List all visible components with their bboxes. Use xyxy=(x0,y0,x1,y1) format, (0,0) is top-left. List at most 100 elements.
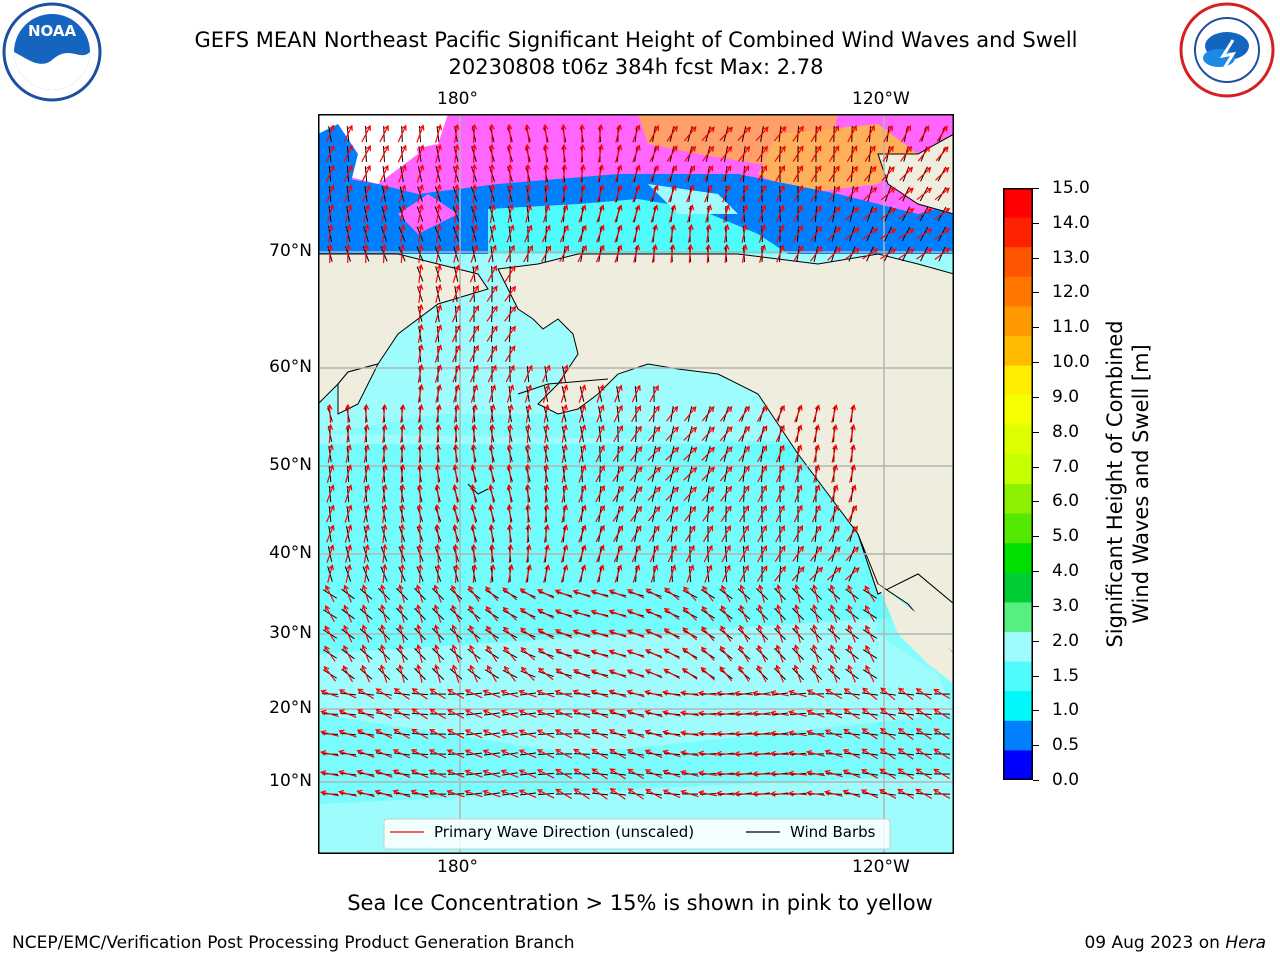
colorbar-ticks: 15.0 14.0 13.0 12.0 11.0 10.0 9.0 8.0 7.0 6.0 5.0 4… xyxy=(1033,178,1100,800)
wave-direction-arrow xyxy=(700,646,715,661)
wave-direction-arrow xyxy=(758,224,767,243)
wave-direction-arrow xyxy=(934,207,951,220)
wave-direction-arrow xyxy=(846,525,858,542)
wave-direction-arrow xyxy=(793,225,803,243)
wave-direction-arrow xyxy=(469,644,479,663)
wave-direction-arrow xyxy=(417,184,425,203)
wave-direction-arrow xyxy=(632,124,641,143)
wave-direction-arrow xyxy=(662,709,681,717)
wave-direction-arrow xyxy=(644,709,663,718)
wave-direction-arrow xyxy=(864,585,876,602)
wave-direction-arrow xyxy=(644,729,663,738)
wave-direction-arrow xyxy=(647,426,661,442)
wave-direction-arrow xyxy=(775,165,786,183)
wave-direction-arrow xyxy=(649,384,659,403)
wave-direction-arrow xyxy=(381,223,388,243)
wave-direction-arrow xyxy=(416,644,423,663)
wave-direction-arrow xyxy=(561,443,568,463)
wave-direction-arrow xyxy=(519,588,536,600)
wave-direction-arrow xyxy=(363,423,370,444)
colorbar-tick-label: 14.0 xyxy=(1052,212,1090,233)
colorbar-tick-mark xyxy=(1033,640,1039,642)
wave-direction-arrow xyxy=(715,730,736,737)
wave-direction-arrow xyxy=(756,565,768,582)
wave-direction-arrow xyxy=(596,184,605,203)
nws-logo xyxy=(1175,0,1280,100)
wave-direction-arrow xyxy=(417,463,424,484)
wave-direction-arrow xyxy=(470,384,479,403)
wave-direction-arrow xyxy=(573,748,591,759)
wave-direction-arrow xyxy=(345,223,352,243)
wave-direction-arrow xyxy=(503,626,517,642)
wave-direction-arrow xyxy=(843,708,860,720)
wave-direction-arrow xyxy=(721,525,731,543)
wave-direction-arrow xyxy=(417,383,424,403)
wave-direction-arrow xyxy=(831,464,839,483)
wave-direction-arrow xyxy=(847,504,857,523)
wave-direction-arrow xyxy=(392,749,411,759)
wave-direction-arrow xyxy=(651,243,658,263)
wave-direction-arrow xyxy=(687,204,695,223)
wave-direction-arrow xyxy=(572,609,591,618)
wave-direction-arrow xyxy=(464,789,483,798)
wave-direction-arrow xyxy=(810,145,822,162)
wave-direction-arrow xyxy=(703,544,713,563)
wave-direction-arrow xyxy=(810,205,822,222)
wave-direction-arrow xyxy=(644,669,663,679)
wave-direction-arrow xyxy=(668,204,677,223)
wave-direction-arrow xyxy=(362,184,371,203)
wave-direction-arrow xyxy=(702,165,714,183)
wave-direction-arrow xyxy=(775,464,785,483)
wave-direction-arrow xyxy=(614,224,623,243)
wave-direction-arrow xyxy=(739,584,748,603)
wave-direction-arrow xyxy=(810,185,822,202)
wave-direction-arrow xyxy=(578,544,587,563)
wave-direction-arrow xyxy=(482,689,501,698)
wave-direction-arrow xyxy=(595,484,605,503)
wave-direction-arrow xyxy=(809,566,824,581)
wave-direction-arrow xyxy=(644,769,663,779)
wave-direction-arrow xyxy=(363,443,370,463)
wave-direction-arrow xyxy=(399,423,406,443)
wave-direction-arrow xyxy=(719,666,733,682)
wave-direction-arrow xyxy=(757,624,766,643)
wave-direction-arrow xyxy=(626,709,645,718)
wave-direction-arrow xyxy=(715,750,736,757)
wave-direction-arrow xyxy=(379,144,389,163)
wave-direction-arrow xyxy=(608,729,627,739)
wave-direction-arrow xyxy=(374,789,393,798)
wave-direction-arrow xyxy=(865,605,875,623)
wave-direction-arrow xyxy=(738,665,750,682)
wave-direction-arrow xyxy=(813,464,821,483)
wave-direction-arrow xyxy=(828,525,840,542)
wave-direction-arrow xyxy=(715,710,736,717)
wave-direction-arrow xyxy=(504,325,516,342)
wave-direction-arrow xyxy=(536,749,555,759)
wave-direction-arrow xyxy=(363,563,370,583)
wave-direction-arrow xyxy=(756,145,768,162)
wave-direction-arrow xyxy=(683,466,698,481)
wave-direction-arrow xyxy=(776,224,785,243)
wave-direction-arrow xyxy=(755,126,769,142)
wave-direction-arrow xyxy=(626,649,645,659)
wave-direction-arrow xyxy=(615,124,623,143)
wave-direction-arrow xyxy=(679,730,699,737)
wave-direction-arrow xyxy=(811,664,820,683)
wave-direction-arrow xyxy=(741,243,748,263)
wave-direction-arrow xyxy=(543,423,550,444)
wave-direction-arrow xyxy=(326,464,335,483)
wave-direction-arrow xyxy=(769,730,790,737)
wave-direction-arrow xyxy=(520,666,535,681)
wave-direction-arrow xyxy=(915,727,932,740)
wave-direction-arrow xyxy=(683,406,697,422)
wave-direction-arrow xyxy=(739,165,750,183)
wave-direction-arrow xyxy=(507,163,513,184)
wave-direction-arrow xyxy=(824,789,843,797)
wave-direction-arrow xyxy=(344,184,353,203)
wave-direction-arrow xyxy=(433,604,442,623)
wave-direction-arrow xyxy=(738,405,750,422)
wave-direction-arrow xyxy=(520,647,536,661)
wave-direction-arrow xyxy=(897,727,914,740)
wave-direction-arrow xyxy=(524,123,531,144)
wave-direction-arrow xyxy=(722,184,731,203)
